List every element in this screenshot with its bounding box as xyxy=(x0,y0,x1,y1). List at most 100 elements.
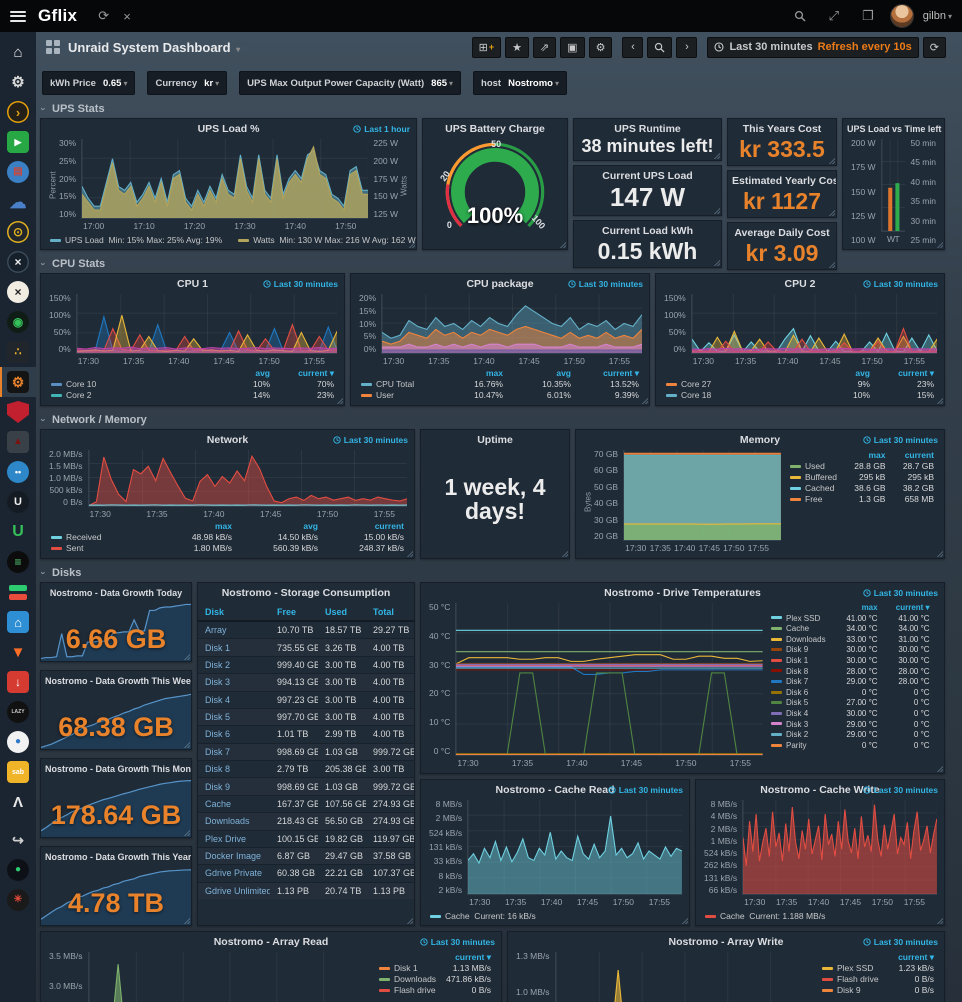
sidebar-item-logout[interactable]: ↪ xyxy=(0,825,36,855)
legend-item[interactable]: Core 2 14% 23% xyxy=(48,390,337,401)
panel-title[interactable]: Memory xyxy=(739,434,781,446)
menu-toggle-icon[interactable] xyxy=(10,10,26,22)
time-range-badge[interactable]: Last 30 minutes xyxy=(420,937,495,947)
table-row[interactable]: Plex Drive 100.15 GB 19.82 GB 119.97 GB xyxy=(198,829,414,848)
legend-item[interactable]: UPS Load Min: 15% Max: 25% Avg: 19% xyxy=(50,235,222,245)
variable-ups-max-output[interactable]: UPS Max Output Power Capacity (Watt) 865… xyxy=(239,71,462,95)
panel-title[interactable]: UPS Load % xyxy=(197,123,260,135)
fullscreen-icon[interactable]: ⤢ xyxy=(828,8,840,23)
resize-handle[interactable] xyxy=(827,260,835,269)
panel-title[interactable]: Nostromo - Cache Write xyxy=(760,784,880,796)
ups-load-chart[interactable]: Percent 30% 25% 20% 15% 10% 17:00 17:10 17:20 17:… xyxy=(41,137,416,249)
chart-plot[interactable] xyxy=(556,952,813,1002)
avatar[interactable] xyxy=(889,4,914,28)
legend-col-header[interactable]: avg xyxy=(303,521,318,531)
panel-title[interactable]: CPU package xyxy=(466,278,534,290)
chart-plot[interactable] xyxy=(88,450,407,506)
close-icon[interactable]: × xyxy=(123,8,131,24)
panel-title[interactable]: Nostromo - Data Growth This Year xyxy=(45,852,191,862)
legend-col-header[interactable]: current ▾ xyxy=(895,603,930,612)
panel-title[interactable]: Nostromo - Array Write xyxy=(668,936,784,948)
panel-title[interactable]: UPS Load vs Time left xyxy=(847,124,942,134)
chart-plot[interactable] xyxy=(743,800,937,894)
sidebar-item-red-shield-app[interactable] xyxy=(0,397,36,427)
memory-chart[interactable]: Bytes 70 GB 60 GB 50 GB 40 GB 30 GB 20 GB 17:30… xyxy=(576,448,944,558)
table-row[interactable]: Gdrive Private 60.38 GB 22.21 GB 107.37 GB xyxy=(198,864,414,883)
table-row[interactable]: Disk 8 2.79 TB 205.38 GB 3.00 TB xyxy=(198,759,414,778)
sidebar-item-blue-dots-app[interactable]: •• xyxy=(0,457,36,487)
data-growth-year-spark[interactable]: 4.78 TB xyxy=(41,865,191,925)
chart-plot[interactable] xyxy=(624,450,781,540)
time-range-badge[interactable]: Last 30 minutes xyxy=(263,279,338,289)
resize-handle[interactable] xyxy=(827,156,835,165)
cpu2-chart[interactable]: 150% 100% 50% 0% 17:30 17:35 17:40 17:45 17:50 17… xyxy=(656,292,944,405)
resize-handle[interactable] xyxy=(712,258,720,267)
search-icon[interactable] xyxy=(794,10,806,22)
resize-handle[interactable] xyxy=(935,549,943,557)
resize-handle[interactable] xyxy=(935,240,943,248)
time-range-picker[interactable]: Last 30 minutes Refresh every 10s xyxy=(707,36,919,58)
legend-col-header[interactable]: max xyxy=(861,603,878,612)
sidebar-item-unraid[interactable]: ⚙ xyxy=(0,367,36,397)
resize-handle[interactable] xyxy=(680,916,688,924)
section-disks[interactable]: › Disks xyxy=(38,567,82,579)
chart-plot[interactable] xyxy=(82,139,369,218)
sidebar-item-light-x-app[interactable]: × xyxy=(0,277,36,307)
sidebar-item-tautulli[interactable]: › xyxy=(0,97,36,127)
user-menu[interactable]: gilbn ▾ xyxy=(922,10,952,22)
time-forward-button[interactable]: › xyxy=(676,36,698,58)
resize-handle[interactable] xyxy=(405,916,413,924)
time-range-badge[interactable]: Last 30 minutes xyxy=(333,435,408,445)
legend-col-header[interactable]: max xyxy=(485,368,503,378)
chart-plot[interactable] xyxy=(691,294,937,353)
share-button[interactable]: ⇗ xyxy=(532,36,557,58)
panel-title[interactable]: CPU 1 xyxy=(177,278,208,290)
legend-item[interactable]: Disk 9 30.00 °C 30.00 °C xyxy=(769,645,932,656)
network-chart[interactable]: 2.0 MB/s 1.5 MB/s 1.0 MB/s 500 kB/s 0 B/s 17:… xyxy=(41,448,414,558)
table-row[interactable]: Disk 9 998.69 GB 1.03 GB 999.72 GB xyxy=(198,777,414,796)
legend-item[interactable]: Cache Current: 16 kB/s xyxy=(430,911,536,921)
legend-item[interactable]: Core 10 10% 70% xyxy=(48,379,337,390)
legend-col-header[interactable]: max xyxy=(214,521,232,531)
panel-title[interactable]: Nostromo - Cache Read xyxy=(495,784,615,796)
array-write-chart[interactable]: 1.3 MB/s 1.0 MB/s current ▾ Plex SSD 1.23 kB… xyxy=(508,950,944,1002)
time-zoom-button[interactable] xyxy=(647,36,673,58)
legend-item[interactable]: Downloads 471.86 kB/s xyxy=(376,974,494,985)
legend-item[interactable]: Buffered 295 kB 295 kB xyxy=(787,472,937,483)
legend-item[interactable]: Cache 34.00 °C 34.00 °C xyxy=(769,624,932,635)
table-row[interactable]: Gdrive Unlimited 1.13 PB 20.74 TB 1.13 PB xyxy=(198,881,414,899)
drive-temperatures-chart[interactable]: 50 °C 40 °C 30 °C 20 °C 10 °C 0 °C 17:30 17:35 1… xyxy=(421,601,944,773)
chart-plot[interactable] xyxy=(76,294,337,353)
panel-title[interactable]: UPS Runtime xyxy=(614,123,681,135)
column-header[interactable]: Used xyxy=(318,604,366,622)
cpu-package-chart[interactable]: 20% 15% 10% 5% 0% 17:30 17:35 17:40 17:45 17:50 17… xyxy=(351,292,649,405)
table-row[interactable]: Disk 5 997.70 GB 3.00 TB 4.00 TB xyxy=(198,707,414,726)
sidebar-item-github[interactable]: ● xyxy=(0,855,36,885)
star-button[interactable]: ★ xyxy=(505,36,529,58)
legend-item[interactable]: Plex SSD 1.23 kB/s xyxy=(819,963,937,974)
panel-title[interactable]: Nostromo - Storage Consumption xyxy=(221,587,391,599)
legend-item[interactable]: Disk 8 28.00 °C 28.00 °C xyxy=(769,667,932,678)
sidebar-item-network-graph-app[interactable]: ∴ xyxy=(0,337,36,367)
resize-handle[interactable] xyxy=(935,396,943,404)
refresh-button[interactable]: ⟳ xyxy=(922,36,946,58)
save-button[interactable]: ▣ xyxy=(560,36,585,58)
section-network-memory[interactable]: › Network / Memory xyxy=(38,414,147,426)
legend-item[interactable]: Free 1.3 GB 658 MB xyxy=(787,494,937,505)
sidebar-item-sabnzbd[interactable]: sab xyxy=(0,757,36,787)
table-row[interactable]: Disk 4 997.23 GB 3.00 TB 4.00 TB xyxy=(198,690,414,709)
panel-title[interactable]: Nostromo - Data Growth This Week xyxy=(45,676,191,686)
dashboard-title[interactable]: Unraid System Dashboard ▾ xyxy=(68,39,241,55)
sidebar-item-green-u-app[interactable]: U xyxy=(0,517,36,547)
legend-col-header[interactable]: avg xyxy=(556,368,571,378)
sidebar-item-drop-app[interactable]: ● xyxy=(0,727,36,757)
legend-item[interactable]: Core 27 9% 23% xyxy=(663,379,937,390)
time-back-button[interactable]: ‹ xyxy=(622,36,644,58)
legend-item[interactable]: CPU Total 16.76% 10.35% 13.52% xyxy=(358,379,642,390)
panel-title[interactable]: Nostromo - Drive Temperatures xyxy=(604,587,761,599)
sidebar-item-dark-orbs-app[interactable]: × xyxy=(0,247,36,277)
sidebar-item-green-ring-app[interactable]: ◉ xyxy=(0,307,36,337)
legend-item[interactable]: Disk 5 27.00 °C 0 °C xyxy=(769,698,932,709)
